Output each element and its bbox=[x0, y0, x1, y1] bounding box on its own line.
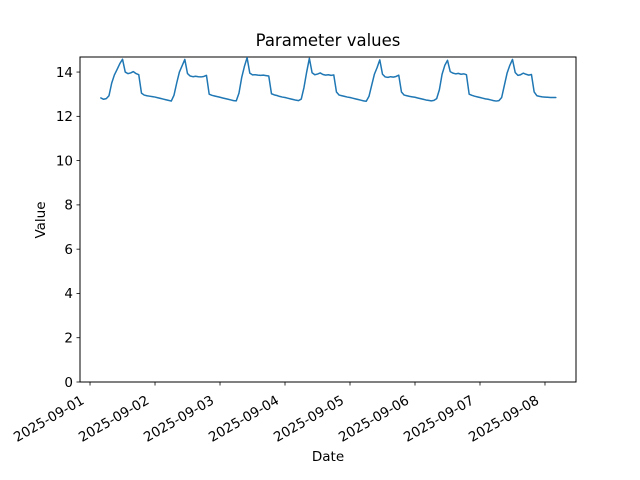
y-tick-label: 0 bbox=[64, 375, 73, 391]
y-tick-label: 8 bbox=[64, 198, 73, 214]
x-axis-ticks: 2025-09-012025-09-022025-09-032025-09-04… bbox=[11, 382, 546, 446]
x-tick-label: 2025-09-06 bbox=[336, 393, 412, 446]
x-axis-label: Date bbox=[312, 449, 344, 465]
y-tick-label: 14 bbox=[56, 65, 73, 81]
y-tick-label: 12 bbox=[56, 109, 73, 125]
x-tick-label: 2025-09-03 bbox=[141, 393, 217, 446]
parameter-values-line bbox=[100, 56, 557, 103]
y-axis-ticks: 0 2 4 6 8 10 12 14 bbox=[56, 65, 80, 391]
y-tick-label: 2 bbox=[64, 331, 73, 347]
x-tick-label: 2025-09-02 bbox=[76, 393, 152, 446]
y-tick-label: 10 bbox=[56, 153, 73, 169]
x-tick-label: 2025-09-05 bbox=[271, 393, 347, 446]
x-tick-label: 2025-09-08 bbox=[466, 393, 542, 446]
data-series bbox=[100, 56, 557, 103]
plot-frame bbox=[79, 56, 577, 383]
x-tick-label: 2025-09-04 bbox=[206, 393, 282, 446]
y-tick-label: 6 bbox=[64, 242, 73, 258]
y-axis-label: Value bbox=[33, 201, 49, 238]
x-tick-label: 2025-09-01 bbox=[11, 393, 87, 446]
chart-title: Parameter values bbox=[256, 31, 401, 50]
x-tick-label: 2025-09-07 bbox=[401, 393, 477, 446]
y-tick-label: 4 bbox=[64, 286, 73, 302]
